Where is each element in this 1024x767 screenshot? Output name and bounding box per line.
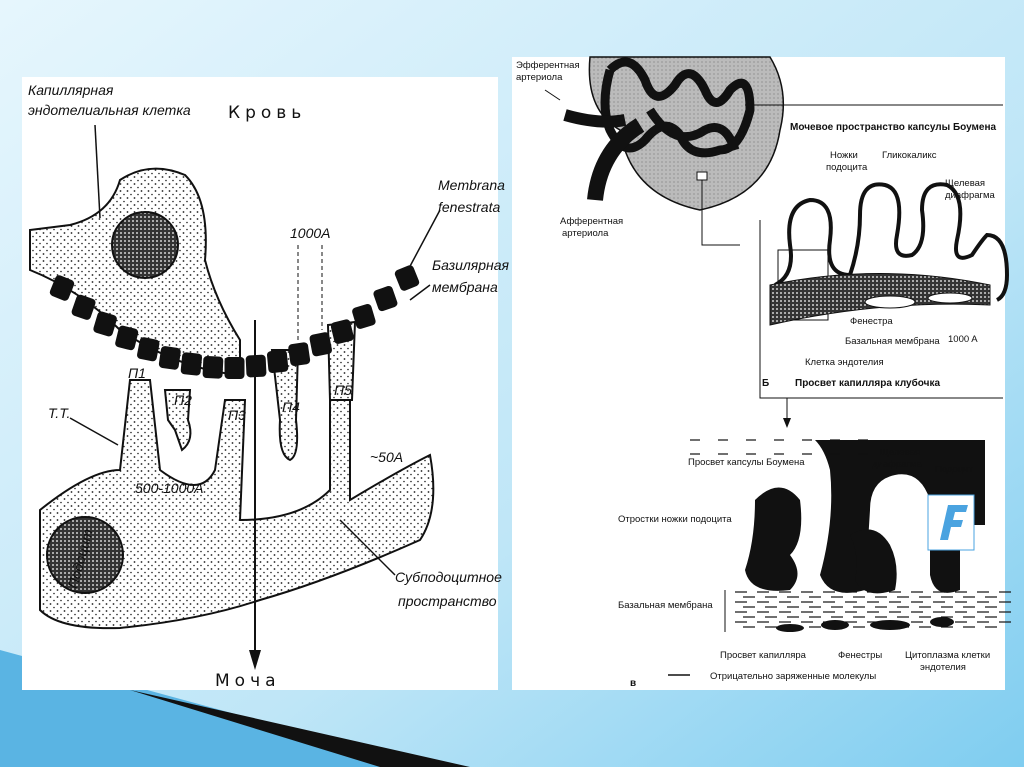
label: Щелевая: [945, 178, 985, 189]
membrane-block: [93, 311, 117, 337]
fenestra: [870, 620, 910, 630]
label: Отростки ножки подоцита: [618, 514, 732, 525]
label: Базальная мембрана: [618, 600, 713, 611]
label: диафрагма: [945, 190, 996, 201]
leader: [409, 284, 431, 301]
pedicel: [270, 349, 300, 462]
podocyte-nucleus: [46, 516, 124, 594]
connector: [701, 180, 740, 246]
leader: [69, 417, 119, 446]
label: пространство: [398, 593, 497, 609]
label: подоцита: [826, 162, 868, 173]
foot-process: [745, 487, 802, 591]
label: Кровь: [228, 103, 306, 123]
label: П2: [174, 392, 192, 408]
label: Капиллярная: [28, 82, 114, 98]
membrane-block: [158, 346, 181, 370]
left-figure: Капиллярная эндотелиальная клетка Кровь …: [22, 77, 510, 691]
podocyte: [39, 379, 435, 630]
label: Просвет капсулы Боумена: [688, 457, 805, 468]
membrane-block: [288, 342, 311, 366]
arrow-head: [783, 418, 791, 428]
label: Ножки: [830, 150, 858, 161]
label: Мочевое пространство капсулы Боумена: [790, 122, 997, 133]
afferent-arteriole: [587, 118, 645, 202]
podocyte-feet: [773, 182, 1010, 302]
label: Эфферентная: [516, 60, 580, 71]
membrane-block: [373, 285, 398, 312]
membrane-block: [309, 332, 332, 357]
label: диафрагма: [872, 459, 923, 470]
label: fenestrata: [438, 199, 500, 215]
label: Базальная мембрана: [845, 336, 940, 347]
endothelium: [864, 295, 916, 309]
label: Просвет капилляра клубочка: [795, 377, 940, 389]
label: Базилярная: [432, 257, 510, 273]
arrow-head: [249, 650, 261, 670]
label: Б: [762, 378, 769, 389]
membrane-block: [245, 354, 267, 378]
membrane-block: [352, 304, 376, 329]
membrane-blocks: [49, 265, 420, 379]
label: 1000 A: [948, 334, 978, 345]
membrane-block: [180, 352, 203, 376]
leader: [339, 519, 396, 576]
label: Щелевая: [880, 447, 920, 458]
label: Фенестры: [838, 650, 882, 661]
nucleus: [111, 211, 179, 279]
membrane-block: [330, 319, 354, 344]
leader: [94, 124, 101, 219]
label: Подоцит: [935, 464, 973, 475]
label: артериола: [516, 72, 563, 83]
label: эндотелиальная клетка: [28, 102, 191, 118]
label: П1: [128, 365, 146, 381]
frame: [759, 220, 1003, 399]
label: Просвет капилляра: [720, 650, 807, 661]
label: Т.Т.: [48, 405, 70, 421]
fenestra: [930, 617, 954, 627]
endothelium: [927, 292, 973, 304]
membrane-block: [224, 357, 245, 379]
label: 1000A: [290, 225, 330, 241]
foot-process: [850, 529, 897, 594]
label: Афферентная: [560, 216, 623, 227]
membrane-block: [202, 356, 224, 379]
label: эндотелия: [920, 662, 966, 673]
right-figure: Эфферентная артериола Афферентная артери…: [512, 56, 1011, 690]
membrane-block: [49, 275, 75, 301]
label: Субподоцитное: [395, 569, 502, 585]
label: Membrana: [438, 177, 505, 193]
membrane-block: [137, 337, 160, 362]
label: П3: [228, 407, 246, 423]
logo: [940, 505, 968, 540]
label: Гликокаликс: [882, 150, 937, 161]
leader: [399, 209, 441, 286]
label: Отрицательно заряженные молекулы: [710, 671, 876, 682]
label: П5: [334, 382, 352, 398]
membrane-block: [266, 349, 289, 373]
label: П4: [282, 399, 300, 415]
label: Моча: [215, 671, 281, 691]
efferent-arteriole: [563, 109, 627, 128]
label: в: [630, 678, 636, 689]
label: Цитоплазма клетки: [905, 650, 990, 661]
fenestra: [821, 620, 849, 630]
membrane-block: [71, 294, 96, 320]
fenestra: [776, 624, 804, 632]
label: артериола: [562, 228, 609, 239]
zoom-box: [696, 171, 708, 181]
arrow: [544, 89, 561, 101]
label: Фенестра: [850, 316, 893, 327]
pedicel: [163, 389, 192, 452]
membrane-block: [115, 325, 139, 351]
label: ~50A: [370, 449, 403, 465]
label: мембрана: [432, 279, 498, 295]
label: 500-1000A: [135, 480, 204, 496]
label: Клетка эндотелия: [805, 357, 884, 368]
capillary-loops: [600, 57, 755, 158]
decor-stripe: [130, 690, 470, 767]
